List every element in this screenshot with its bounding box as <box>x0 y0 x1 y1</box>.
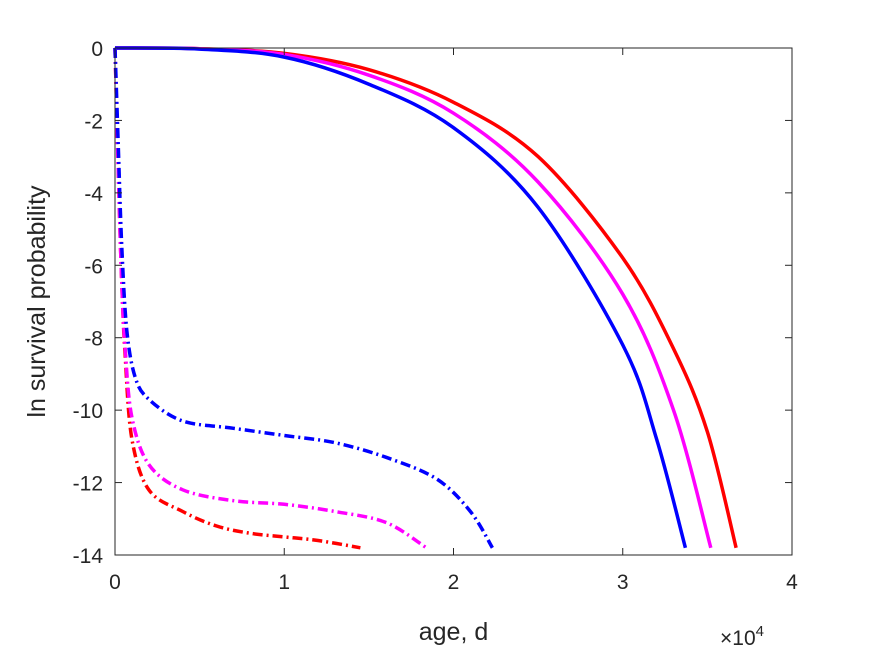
y-tick-label: -14 <box>73 545 104 568</box>
x-axis-label: age, d <box>419 618 489 646</box>
ticks: 0 1 2 3 4 0 -2 -4 -6 -8 -10 -12 -14 <box>73 38 799 594</box>
x-exponent-base: ×10 <box>720 627 756 650</box>
y-axis-label: ln survival probability <box>23 185 51 418</box>
series-line-2 <box>114 46 713 549</box>
series-line-3 <box>114 46 688 549</box>
y-tick-label: -10 <box>73 400 103 423</box>
x-tick-label: 2 <box>448 571 460 594</box>
x-tick-label: 0 <box>109 571 121 594</box>
axes-box <box>114 47 793 556</box>
y-tick-label: -6 <box>84 255 103 278</box>
y-tick-label: 0 <box>91 38 103 61</box>
y-tick-label: -12 <box>73 473 103 496</box>
y-tick-label: -8 <box>84 328 103 351</box>
y-tick-label: -4 <box>84 183 103 206</box>
x-exponent-label: ×104 <box>720 623 764 650</box>
series-line-5 <box>113 47 428 550</box>
x-exponent-power: 4 <box>756 623 764 640</box>
series-line-4 <box>113 47 361 550</box>
x-tick-label: 3 <box>617 571 629 594</box>
y-tick-label: -2 <box>84 110 103 133</box>
series-lines <box>113 46 738 550</box>
x-tick-label: 1 <box>278 571 290 594</box>
x-tick-label: 4 <box>786 571 798 594</box>
series-line-6 <box>113 47 494 549</box>
